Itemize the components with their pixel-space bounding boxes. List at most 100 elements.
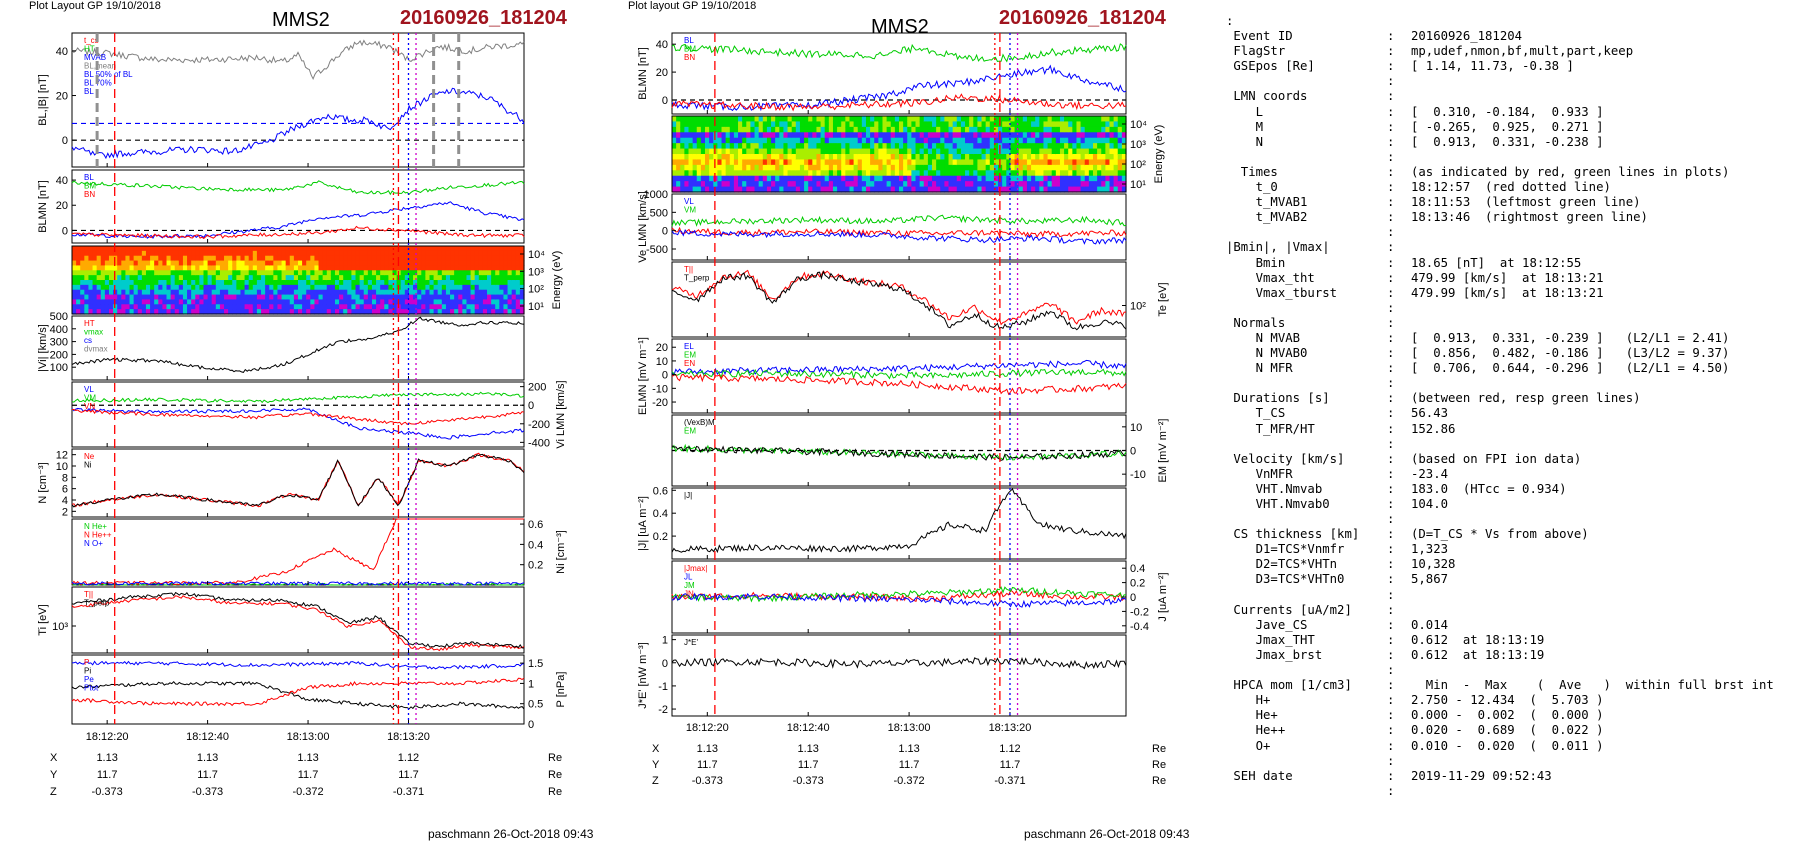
spectrogram-cell (948, 143, 954, 150)
summary-separator: : (1387, 527, 1402, 542)
spectrogram-cell (273, 304, 279, 310)
spectrogram-cell (1121, 148, 1127, 155)
spectrogram-cell (92, 309, 98, 315)
spectrogram-cell (277, 289, 283, 296)
spectrogram-cell (903, 181, 908, 188)
spectrogram-cell (232, 299, 237, 305)
spectrogram-cell (487, 299, 492, 305)
spectrogram-cell (948, 116, 954, 123)
spectrogram-cell (1022, 132, 1028, 139)
spectrogram-cell (462, 275, 468, 281)
spectrogram-cell (154, 309, 159, 315)
spectrogram-cell (1072, 170, 1078, 177)
summary-separator: : (1387, 783, 1402, 798)
spectrogram-cell (376, 246, 381, 252)
spectrogram-cell (182, 304, 188, 310)
spectrogram-cell (824, 164, 830, 171)
spectrogram-cell (80, 255, 85, 262)
spectrogram-cell (121, 284, 127, 291)
ephemeris-value: 1.13 (697, 743, 718, 755)
spectrogram-cell (742, 154, 747, 161)
spectrogram-cell (771, 137, 776, 144)
spectrogram-cell (762, 126, 768, 133)
spectrogram-cell (433, 280, 439, 286)
y-tick-label: 200 (528, 382, 546, 394)
spectrogram-cell (680, 159, 685, 166)
spectrogram-cell (857, 137, 863, 144)
spectrogram-cell (1084, 154, 1090, 161)
spectrogram-cell (195, 255, 200, 262)
spectrogram-cell (487, 294, 492, 301)
spectrogram-cell (824, 186, 830, 193)
spectrogram-cell (1064, 148, 1069, 155)
spectrogram-cell (429, 309, 435, 315)
spectrogram-cell (265, 309, 270, 315)
spectrogram-cell (388, 275, 394, 281)
spectrogram-cell (96, 275, 102, 281)
summary-key: Times (1226, 164, 1278, 179)
spectrogram-cell (956, 121, 962, 128)
spectrogram-cell (162, 299, 168, 305)
summary-separator: : (1387, 44, 1402, 59)
spectrogram-cell (429, 299, 435, 305)
spectrogram-cell (1055, 164, 1061, 171)
spectrogram-cell (729, 121, 735, 128)
spectrogram-cell (882, 121, 888, 128)
spectrogram-cell (993, 116, 999, 123)
spectrogram-cell (816, 175, 822, 182)
spectrogram-cell (705, 170, 710, 177)
spectrogram-cell (404, 280, 410, 286)
spectrogram-cell (729, 148, 735, 155)
spectrogram-cell (343, 260, 348, 267)
series-line (671, 443, 1127, 461)
spectrogram-cell (1064, 164, 1069, 171)
spectrogram-cell (347, 284, 353, 291)
spectrogram-cell (392, 284, 398, 291)
spectrogram-cell (1121, 116, 1127, 123)
spectrogram-cell (359, 246, 365, 252)
spectrogram-cell (404, 289, 410, 296)
summary-separator: : (1387, 572, 1402, 587)
spectrogram-cell (433, 246, 439, 252)
spectrogram-cell (845, 126, 851, 133)
spectrogram-cell (261, 284, 266, 291)
spectrogram-cell (281, 270, 287, 276)
spectrogram-cell (100, 246, 106, 252)
spectrogram-cell (733, 132, 739, 139)
spectrogram-cell (219, 284, 225, 291)
spectrogram-cell (915, 116, 921, 123)
spectrogram-cell (302, 304, 307, 310)
summary-separator: : (1387, 330, 1402, 345)
y-axis-label: BLMN [nT] (637, 47, 649, 100)
spectrogram-cell (713, 148, 718, 155)
spectrogram-cell (998, 181, 1003, 188)
spectrogram-cell (754, 121, 760, 128)
spectrogram-cell (1035, 159, 1040, 166)
spectrogram-cell (491, 289, 496, 296)
spectrogram-cell (1097, 148, 1102, 155)
spectrogram-cell (857, 154, 863, 161)
spectrogram-cell (265, 246, 270, 252)
spectrogram-cell (824, 116, 830, 123)
spectrogram-cell (713, 175, 718, 182)
spectrogram-cell (400, 280, 406, 286)
spectrogram-cell (450, 309, 455, 315)
spectrogram-cell (129, 260, 135, 267)
spectrogram-cell (812, 170, 818, 177)
spectrogram-cell (1068, 181, 1073, 188)
spectrogram-cell (733, 181, 739, 188)
spectrogram-cell (474, 250, 480, 257)
ephemeris-name: X (652, 743, 660, 755)
spectrogram-cell (857, 121, 863, 128)
spectrogram-cell (125, 294, 131, 301)
spectrogram-cell (421, 250, 426, 257)
spectrogram-cell (141, 260, 147, 267)
spectrogram-cell (923, 186, 929, 193)
spectrogram-cell (170, 260, 176, 267)
summary-row: M: [ -0.265, 0.925, 0.271 ] (1226, 120, 1801, 135)
spectrogram-cell (940, 137, 945, 144)
spectrogram-cell (343, 284, 348, 291)
spectrogram-cell (413, 284, 418, 291)
spectrogram-cell (973, 181, 979, 188)
